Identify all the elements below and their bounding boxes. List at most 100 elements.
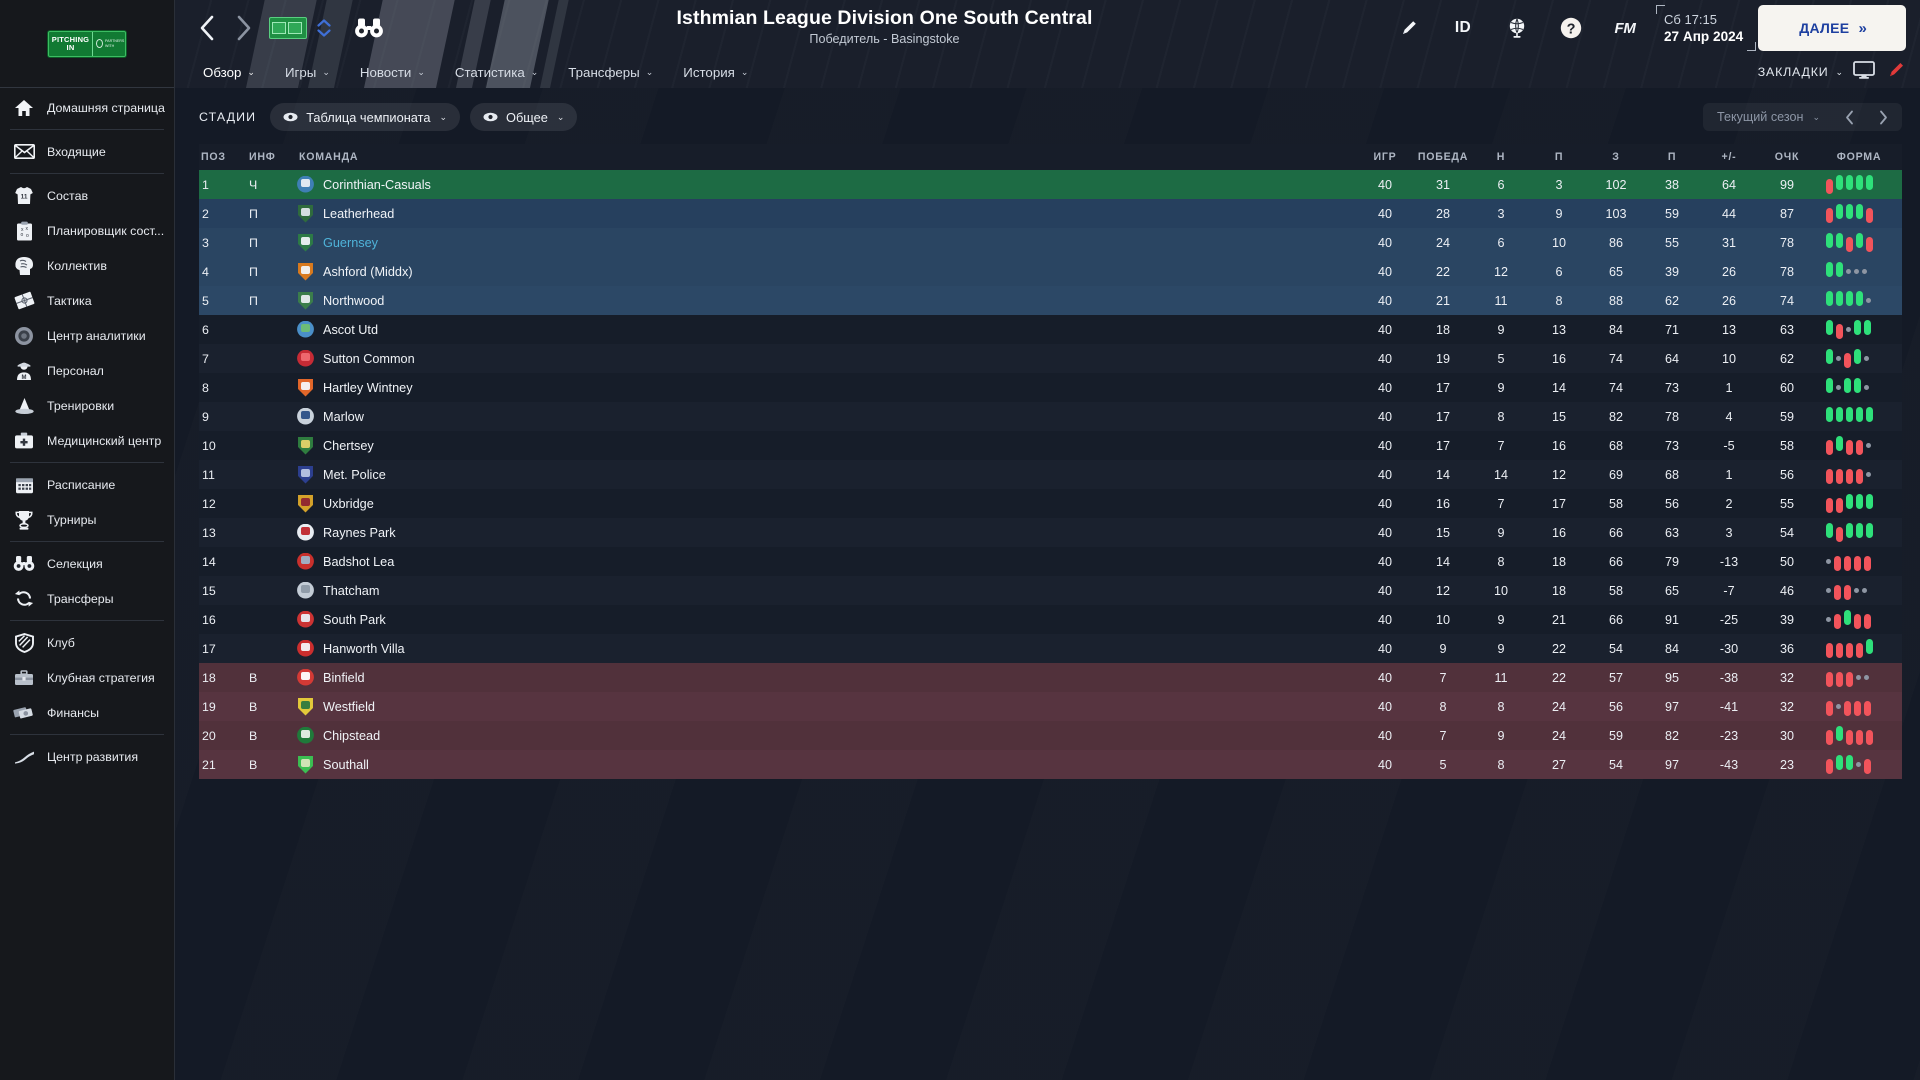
table-row[interactable]: 21 В Southall 40 5 8 27 54 97 -43 23 bbox=[199, 750, 1902, 779]
column-header-lost[interactable]: П bbox=[1530, 144, 1588, 170]
cell-team[interactable]: Chipstead bbox=[297, 721, 1356, 750]
column-header-gd[interactable]: +/- bbox=[1700, 144, 1758, 170]
cell-form[interactable] bbox=[1816, 460, 1902, 489]
sidebar-item-18[interactable]: Центр развития bbox=[0, 739, 174, 774]
cell-team[interactable]: Leatherhead bbox=[297, 199, 1356, 228]
table-row[interactable]: 14 Badshot Lea 40 14 8 18 66 79 -13 50 bbox=[199, 547, 1902, 576]
season-next-button[interactable] bbox=[1868, 104, 1898, 130]
table-row[interactable]: 1 Ч Corinthian-Casuals 40 31 6 3 102 38 64 99 bbox=[199, 170, 1902, 199]
binoculars-icon[interactable] bbox=[351, 10, 387, 46]
bookmarks-button[interactable]: ЗАКЛАДКИ ⌄ bbox=[1758, 65, 1843, 79]
table-row[interactable]: 19 В Westfield 40 8 8 24 56 97 -41 32 bbox=[199, 692, 1902, 721]
id-icon[interactable]: ID bbox=[1454, 19, 1472, 36]
table-row[interactable]: 11 Met. Police 40 14 14 12 69 68 1 56 bbox=[199, 460, 1902, 489]
column-header-gf[interactable]: З bbox=[1588, 144, 1644, 170]
back-button[interactable] bbox=[189, 8, 225, 48]
cell-team[interactable]: Hartley Wintney bbox=[297, 373, 1356, 402]
cell-team[interactable]: Ashford (Middx) bbox=[297, 257, 1356, 286]
table-row[interactable]: 10 Chertsey 40 17 7 16 68 73 -5 58 bbox=[199, 431, 1902, 460]
table-row[interactable]: 4 П Ashford (Middx) 40 22 12 6 65 39 26 78 bbox=[199, 257, 1902, 286]
table-row[interactable]: 9 Marlow 40 17 8 15 82 78 4 59 bbox=[199, 402, 1902, 431]
table-row[interactable]: 20 В Chipstead 40 7 9 24 59 82 -23 30 bbox=[199, 721, 1902, 750]
column-header-team[interactable]: КОМАНДА bbox=[297, 144, 1356, 170]
edit-pencil-icon[interactable] bbox=[1382, 6, 1436, 50]
cell-team[interactable]: Met. Police bbox=[297, 460, 1356, 489]
cell-form[interactable] bbox=[1816, 663, 1902, 692]
tab-1[interactable]: Обзор ⌄ bbox=[189, 56, 269, 88]
season-selector[interactable]: Текущий сезон ⌄ bbox=[1702, 103, 1902, 131]
sidebar-item-1[interactable]: Домашняя страница bbox=[0, 90, 174, 125]
view-selector-general[interactable]: Общее ⌄ bbox=[469, 103, 578, 131]
sidebar-item-16[interactable]: Клубная стратегия bbox=[0, 660, 174, 695]
tab-5[interactable]: Трансферы ⌄ bbox=[554, 56, 667, 88]
sidebar-item-3[interactable]: 11 Состав bbox=[0, 178, 174, 213]
column-header-pos[interactable]: ПОЗ bbox=[199, 144, 247, 170]
sidebar-item-8[interactable]: M Персонал bbox=[0, 353, 174, 388]
cell-form[interactable] bbox=[1816, 489, 1902, 518]
table-row[interactable]: 2 П Leatherhead 40 28 3 9 103 59 44 87 bbox=[199, 199, 1902, 228]
sidebar-item-11[interactable]: Расписание bbox=[0, 467, 174, 502]
cell-team[interactable]: Northwood bbox=[297, 286, 1356, 315]
spinner-updown-icon[interactable] bbox=[315, 19, 333, 37]
sidebar-item-13[interactable]: Селекция bbox=[0, 546, 174, 581]
continue-button[interactable]: ДАЛЕЕ » bbox=[1758, 5, 1906, 51]
cell-form[interactable] bbox=[1816, 257, 1902, 286]
cell-form[interactable] bbox=[1816, 199, 1902, 228]
table-row[interactable]: 8 Hartley Wintney 40 17 9 14 74 73 1 60 bbox=[199, 373, 1902, 402]
globe-icon[interactable] bbox=[1490, 6, 1544, 50]
tab-3[interactable]: Новости ⌄ bbox=[346, 56, 439, 88]
table-row[interactable]: 16 South Park 40 10 9 21 66 91 -25 39 bbox=[199, 605, 1902, 634]
stage-selector-league-table[interactable]: Таблица чемпионата ⌄ bbox=[270, 103, 460, 131]
cell-team[interactable]: Thatcham bbox=[297, 576, 1356, 605]
table-row[interactable]: 3 П Guernsey 40 24 6 10 86 55 31 78 bbox=[199, 228, 1902, 257]
cell-team[interactable]: Raynes Park bbox=[297, 518, 1356, 547]
cell-team[interactable]: Chertsey bbox=[297, 431, 1356, 460]
column-header-form[interactable]: ФОРМА bbox=[1816, 144, 1902, 170]
season-prev-button[interactable] bbox=[1834, 104, 1864, 130]
sidebar-item-5[interactable]: Коллектив bbox=[0, 248, 174, 283]
cell-team[interactable]: Binfield bbox=[297, 663, 1356, 692]
cell-team[interactable]: Hanworth Villa bbox=[297, 634, 1356, 663]
sidebar-item-12[interactable]: Турниры bbox=[0, 502, 174, 537]
monitor-icon[interactable] bbox=[1853, 60, 1875, 84]
cell-form[interactable] bbox=[1816, 170, 1902, 199]
sidebar-item-9[interactable]: Тренировки bbox=[0, 388, 174, 423]
cell-form[interactable] bbox=[1816, 605, 1902, 634]
cell-form[interactable] bbox=[1816, 634, 1902, 663]
cell-team[interactable]: Guernsey bbox=[297, 228, 1356, 257]
cell-form[interactable] bbox=[1816, 373, 1902, 402]
sidebar-item-2[interactable]: Входящие bbox=[0, 134, 174, 169]
cell-form[interactable] bbox=[1816, 286, 1902, 315]
sidebar-item-14[interactable]: Трансферы bbox=[0, 581, 174, 616]
column-header-pts[interactable]: ОЧК bbox=[1758, 144, 1816, 170]
forward-button[interactable] bbox=[225, 8, 261, 48]
cell-form[interactable] bbox=[1816, 344, 1902, 373]
cell-form[interactable] bbox=[1816, 518, 1902, 547]
column-header-drawn[interactable]: Н bbox=[1472, 144, 1530, 170]
table-row[interactable]: 13 Raynes Park 40 15 9 16 66 63 3 54 bbox=[199, 518, 1902, 547]
cell-form[interactable] bbox=[1816, 547, 1902, 576]
kit-badge-icon[interactable] bbox=[269, 17, 307, 39]
red-pencil-icon[interactable] bbox=[1887, 60, 1906, 84]
table-row[interactable]: 15 Thatcham 40 12 10 18 58 65 -7 46 bbox=[199, 576, 1902, 605]
sidebar-item-4[interactable]: x x o o Планировщик сост... bbox=[0, 213, 174, 248]
table-row[interactable]: 12 Uxbridge 40 16 7 17 58 56 2 55 bbox=[199, 489, 1902, 518]
cell-team[interactable]: Southall bbox=[297, 750, 1356, 779]
cell-form[interactable] bbox=[1816, 721, 1902, 750]
fm-logo-icon[interactable]: FM bbox=[1614, 19, 1636, 37]
cell-team[interactable]: Badshot Lea bbox=[297, 547, 1356, 576]
table-row[interactable]: 5 П Northwood 40 21 11 8 88 62 26 74 bbox=[199, 286, 1902, 315]
cell-team[interactable]: Corinthian-Casuals bbox=[297, 170, 1356, 199]
column-header-ga[interactable]: П bbox=[1644, 144, 1700, 170]
tab-4[interactable]: Статистика ⌄ bbox=[441, 56, 552, 88]
table-row[interactable]: 18 В Binfield 40 7 11 22 57 95 -38 32 bbox=[199, 663, 1902, 692]
help-question-icon[interactable]: ? bbox=[1544, 6, 1598, 50]
cell-form[interactable] bbox=[1816, 692, 1902, 721]
cell-form[interactable] bbox=[1816, 750, 1902, 779]
column-header-inf[interactable]: ИНФ bbox=[247, 144, 297, 170]
sidebar-item-17[interactable]: Финансы bbox=[0, 695, 174, 730]
column-header-played[interactable]: ИГР bbox=[1356, 144, 1414, 170]
cell-team[interactable]: Uxbridge bbox=[297, 489, 1356, 518]
cell-form[interactable] bbox=[1816, 576, 1902, 605]
tab-2[interactable]: Игры ⌄ bbox=[271, 56, 344, 88]
